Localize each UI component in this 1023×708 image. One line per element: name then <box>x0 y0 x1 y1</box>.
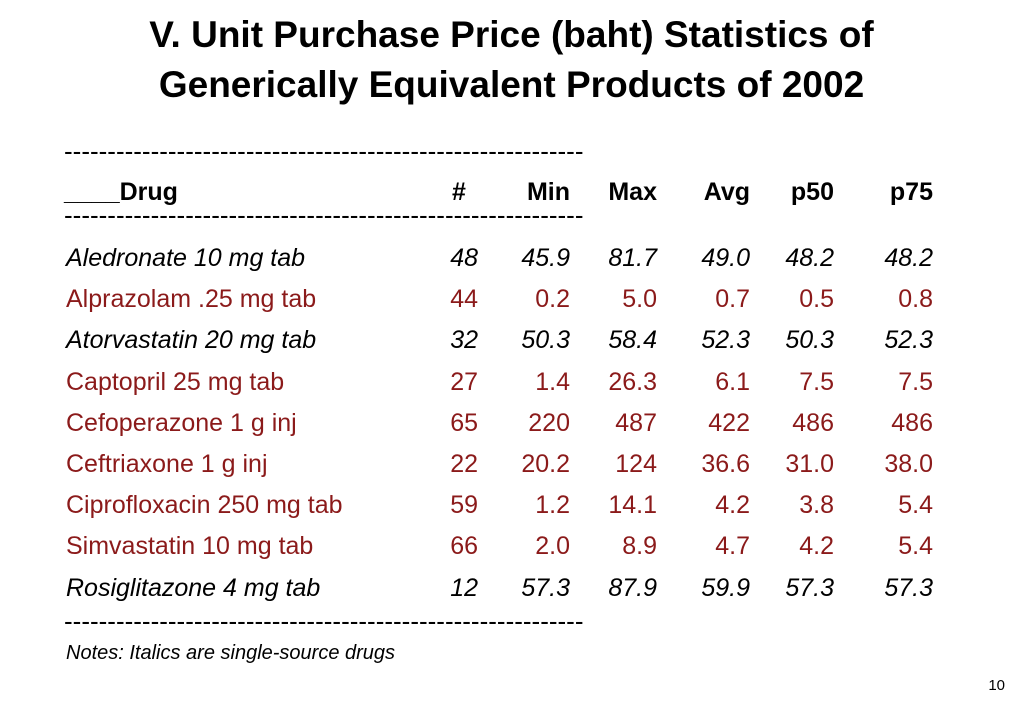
drug-name: Simvastatin 10 mg tab <box>66 532 314 561</box>
p75-price: 486 <box>891 408 933 437</box>
p50-price: 31.0 <box>785 450 834 478</box>
page-number: 10 <box>988 677 1005 694</box>
slide-title: V. Unit Purchase Price (baht) Statistics… <box>0 10 1023 110</box>
avg-price: 6.1 <box>715 367 750 396</box>
max-price: 14.1 <box>608 491 657 520</box>
header-p50: p50 <box>790 178 834 206</box>
avg-price: 36.6 <box>701 450 750 478</box>
p50-price: 486 <box>792 408 834 437</box>
avg-price: 422 <box>708 408 750 437</box>
p75-price: 57.3 <box>884 573 933 602</box>
drug-name: Atorvastatin 20 mg tab <box>66 326 317 355</box>
min-price: 20.2 <box>521 450 570 478</box>
table-row: Atorvastatin 20 mg tab 32 50.3 58.4 52.3 50.3… <box>0 322 1023 358</box>
p50-price: 4.2 <box>799 532 834 561</box>
table-row: Ciprofloxacin 250 mg tab 59 1.2 14.1 4.2 3.8 5… <box>0 487 1023 523</box>
min-price: 57.3 <box>521 573 570 602</box>
notes-text: Notes: Italics are single-source drugs <box>66 642 396 664</box>
count: 27 <box>450 367 478 396</box>
count: 44 <box>450 285 478 314</box>
p50-price: 57.3 <box>785 573 834 602</box>
drug-name: Aledronate 10 mg tab <box>66 244 306 272</box>
count: 59 <box>450 491 478 520</box>
max-price: 5.0 <box>622 285 657 314</box>
min-price: 1.4 <box>535 367 570 396</box>
table-row: Alprazolam .25 mg tab 44 0.2 5.0 0.7 0.5 0.8 <box>0 281 1023 317</box>
p50-price: 3.8 <box>799 491 834 520</box>
p75-price: 5.4 <box>898 491 933 520</box>
table-row: Captopril 25 mg tab 27 1.4 26.3 6.1 7.5 7.5 <box>0 364 1023 400</box>
table-row: Rosiglitazone 4 mg tab 12 57.3 87.9 59.9 57.3… <box>0 570 1023 606</box>
count: 32 <box>450 326 478 355</box>
max-price: 87.9 <box>608 573 657 602</box>
header-max: Max <box>608 178 657 206</box>
max-price: 8.9 <box>622 532 657 561</box>
p75-price: 7.5 <box>898 367 933 396</box>
max-price: 81.7 <box>608 244 657 272</box>
header-avg: Avg <box>703 178 750 206</box>
drug-name: Rosiglitazone 4 mg tab <box>66 573 321 602</box>
avg-price: 0.7 <box>715 285 750 314</box>
p50-price: 7.5 <box>799 367 834 396</box>
p50-price: 50.3 <box>785 326 834 355</box>
table-row: Cefoperazone 1 g inj 65 220 487 422 486 486 <box>0 405 1023 441</box>
title-line-2: Generically Equivalent Products of 2002 <box>158 64 865 105</box>
count: 65 <box>450 408 478 437</box>
min-price: 2.0 <box>535 532 570 561</box>
p75-price: 5.4 <box>898 532 933 561</box>
min-price: 220 <box>528 408 570 437</box>
count: 66 <box>450 532 478 561</box>
avg-price: 49.0 <box>701 244 750 272</box>
avg-price: 52.3 <box>701 326 750 355</box>
count: 48 <box>450 244 478 272</box>
avg-price: 59.9 <box>701 573 750 602</box>
min-price: 45.9 <box>521 244 570 272</box>
table-row: Aledronate 10 mg tab 48 45.9 81.7 49.0 48.2 48… <box>0 240 1023 276</box>
max-price: 58.4 <box>608 326 657 355</box>
max-price: 487 <box>615 408 657 437</box>
drug-name: Ciprofloxacin 250 mg tab <box>66 491 343 520</box>
header-p75: p75 <box>889 178 933 206</box>
min-price: 50.3 <box>521 326 570 355</box>
p75-price: 48.2 <box>884 244 933 272</box>
drug-name: Cefoperazone 1 g inj <box>66 408 297 437</box>
p75-price: 52.3 <box>884 326 933 355</box>
drug-name: Captopril 25 mg tab <box>66 367 285 396</box>
divider-header: ----------------------------------------… <box>64 200 584 230</box>
header-count: # <box>452 178 466 206</box>
max-price: 26.3 <box>608 367 657 396</box>
avg-price: 4.2 <box>715 491 750 520</box>
p50-price: 0.5 <box>799 285 834 314</box>
p50-price: 48.2 <box>785 244 834 272</box>
title-line-1: V. Unit Purchase Price (baht) Statistics… <box>149 14 874 55</box>
min-price: 1.2 <box>535 491 570 520</box>
table-row: Ceftriaxone 1 g inj 22 20.2 124 36.6 31.0 38.0 <box>0 446 1023 482</box>
header-drug: ____Drug <box>64 178 178 206</box>
p75-price: 38.0 <box>884 450 933 478</box>
divider-top: ----------------------------------------… <box>64 136 584 166</box>
divider-bottom: ----------------------------------------… <box>64 606 584 636</box>
table-header: ____Drug # Min Max Avg p50 p75 <box>0 174 1023 210</box>
drug-name: Alprazolam .25 mg tab <box>66 285 317 314</box>
max-price: 124 <box>615 450 657 478</box>
min-price: 0.2 <box>535 285 570 314</box>
avg-price: 4.7 <box>715 532 750 561</box>
table-row: Simvastatin 10 mg tab 66 2.0 8.9 4.7 4.2 5.4 <box>0 528 1023 564</box>
header-min: Min <box>526 178 570 206</box>
drug-name: Ceftriaxone 1 g inj <box>66 450 268 478</box>
count: 22 <box>450 450 478 478</box>
p75-price: 0.8 <box>898 285 933 314</box>
count: 12 <box>450 573 478 602</box>
